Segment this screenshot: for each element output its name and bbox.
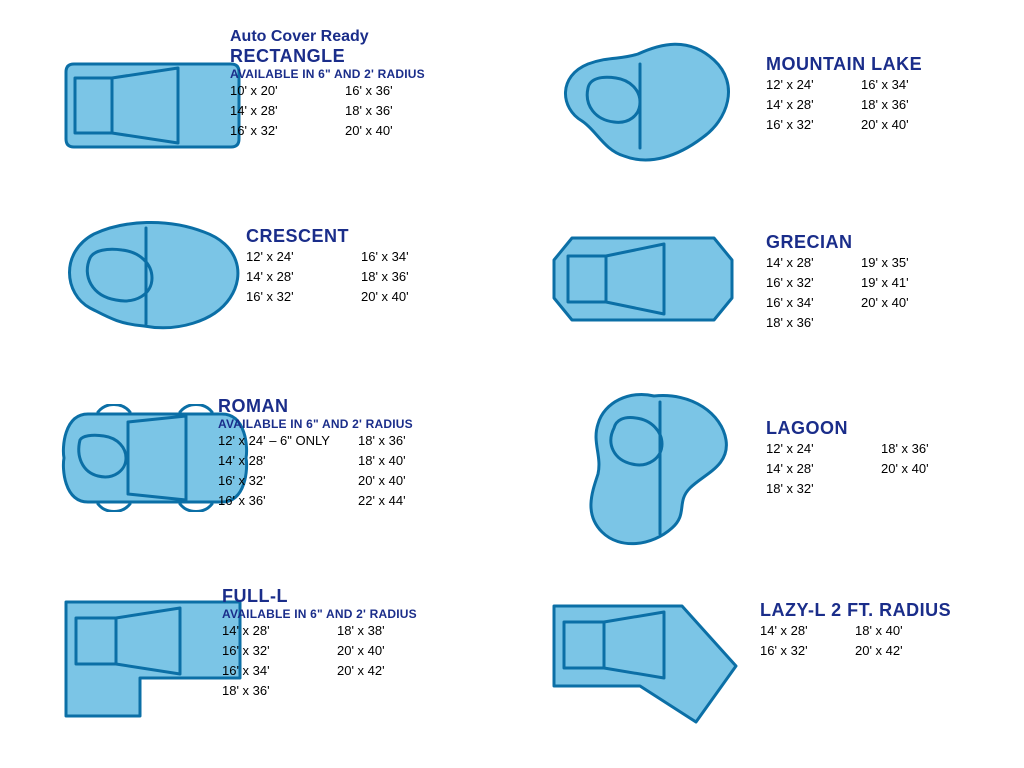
size-value: 16' x 34'	[222, 661, 337, 681]
size-value: 19' x 41'	[861, 273, 961, 293]
pool-shape-grecian	[548, 230, 738, 328]
pool-info-mountain: MOUNTAIN LAKE12' x 24'14' x 28'16' x 32'…	[766, 54, 961, 135]
size-value: 16' x 32'	[230, 121, 345, 141]
size-value: 20' x 42'	[855, 641, 955, 661]
size-value: 16' x 34'	[361, 247, 461, 267]
pretitle: Auto Cover Ready	[230, 28, 445, 46]
size-value: 16' x 32'	[222, 641, 337, 661]
size-value: 14' x 28'	[218, 451, 358, 471]
size-value: 20' x 40'	[358, 471, 458, 491]
pool-title-rectangle: RECTANGLE	[230, 46, 445, 67]
size-value: 18' x 36'	[345, 101, 445, 121]
pool-shapes-infographic: Auto Cover ReadyRECTANGLEAVAILABLE IN 6"…	[0, 0, 1024, 768]
size-value: 18' x 38'	[337, 621, 437, 641]
size-value: 16' x 32'	[766, 273, 861, 293]
size-value: 10' x 20'	[230, 81, 345, 101]
pool-info-rectangle: Auto Cover ReadyRECTANGLEAVAILABLE IN 6"…	[230, 28, 445, 141]
size-value: 14' x 28'	[766, 253, 861, 273]
pool-sizes-lazyl: 14' x 28'16' x 32'18' x 40'20' x 42'	[760, 621, 955, 661]
pool-title-fulll: FULL-L	[222, 586, 437, 607]
size-value: 18' x 40'	[855, 621, 955, 641]
pool-subtitle-rectangle: AVAILABLE IN 6" AND 2' RADIUS	[230, 67, 445, 81]
size-value: 20' x 40'	[881, 459, 981, 479]
pool-shape-lagoon	[562, 384, 742, 554]
size-value: 12' x 24' – 6" ONLY	[218, 431, 358, 451]
size-value: 14' x 28'	[222, 621, 337, 641]
size-value: 20' x 40'	[861, 293, 961, 313]
pool-title-lagoon: LAGOON	[766, 418, 981, 439]
size-value: 22' x 44'	[358, 491, 458, 511]
pool-info-crescent: CRESCENT12' x 24'14' x 28'16' x 32'16' x…	[246, 226, 461, 307]
pool-shape-mountain	[550, 36, 740, 174]
pool-sizes-roman: 12' x 24' – 6" ONLY14' x 28'16' x 32'16'…	[218, 431, 458, 511]
pool-sizes-rectangle: 10' x 20'14' x 28'16' x 32'16' x 36'18' …	[230, 81, 445, 141]
size-value: 16' x 36'	[345, 81, 445, 101]
pool-shape-crescent	[60, 216, 250, 336]
size-value: 16' x 34'	[766, 293, 861, 313]
size-value: 14' x 28'	[766, 459, 881, 479]
pool-sizes-fulll: 14' x 28'16' x 32'16' x 34'18' x 36' 18' …	[222, 621, 437, 701]
size-value: 14' x 28'	[246, 267, 361, 287]
pool-subtitle-fulll: AVAILABLE IN 6" AND 2' RADIUS	[222, 607, 437, 621]
size-value: 20' x 40'	[861, 115, 961, 135]
pool-shape-lazyl	[546, 596, 746, 736]
size-value: 12' x 24'	[766, 439, 881, 459]
size-value: 14' x 28'	[766, 95, 861, 115]
pool-title-mountain: MOUNTAIN LAKE	[766, 54, 961, 75]
pool-shape-rectangle	[60, 58, 245, 153]
size-value: 16' x 34'	[861, 75, 961, 95]
size-value: 18' x 36'	[766, 313, 861, 333]
pool-sizes-mountain: 12' x 24'14' x 28'16' x 32'16' x 34'18' …	[766, 75, 961, 135]
size-value: 20' x 40'	[361, 287, 461, 307]
pool-title-lazyl: LAZY-L 2 FT. RADIUS	[760, 600, 955, 621]
size-value: 18' x 36'	[881, 439, 981, 459]
size-value: 18' x 36'	[358, 431, 458, 451]
pool-info-grecian: GRECIAN14' x 28'16' x 32'16' x 34'18' x …	[766, 232, 961, 333]
size-value: 18' x 36'	[361, 267, 461, 287]
pool-sizes-lagoon: 12' x 24'14' x 28'18' x 32'18' x 36'20' …	[766, 439, 981, 499]
pool-title-crescent: CRESCENT	[246, 226, 461, 247]
size-value: 16' x 36'	[218, 491, 358, 511]
pool-sizes-crescent: 12' x 24'14' x 28'16' x 32'16' x 34'18' …	[246, 247, 461, 307]
pool-info-roman: ROMANAVAILABLE IN 6" AND 2' RADIUS12' x …	[218, 396, 458, 511]
size-value: 20' x 40'	[337, 641, 437, 661]
size-value: 18' x 40'	[358, 451, 458, 471]
size-value: 18' x 32'	[766, 479, 881, 499]
pool-title-grecian: GRECIAN	[766, 232, 961, 253]
size-value: 12' x 24'	[766, 75, 861, 95]
pool-title-roman: ROMAN	[218, 396, 458, 417]
size-value: 14' x 28'	[230, 101, 345, 121]
size-value: 20' x 42'	[337, 661, 437, 681]
pool-info-fulll: FULL-LAVAILABLE IN 6" AND 2' RADIUS14' x…	[222, 586, 437, 701]
size-value: 16' x 32'	[760, 641, 855, 661]
pool-info-lazyl: LAZY-L 2 FT. RADIUS14' x 28'16' x 32'18'…	[760, 600, 955, 661]
pool-subtitle-roman: AVAILABLE IN 6" AND 2' RADIUS	[218, 417, 458, 431]
pool-sizes-grecian: 14' x 28'16' x 32'16' x 34'18' x 36'19' …	[766, 253, 961, 333]
size-value: 19' x 35'	[861, 253, 961, 273]
size-value: 14' x 28'	[760, 621, 855, 641]
size-value: 20' x 40'	[345, 121, 445, 141]
size-value: 16' x 32'	[766, 115, 861, 135]
size-value: 18' x 36'	[861, 95, 961, 115]
pool-info-lagoon: LAGOON12' x 24'14' x 28'18' x 32'18' x 3…	[766, 418, 981, 499]
size-value: 16' x 32'	[246, 287, 361, 307]
size-value: 16' x 32'	[218, 471, 358, 491]
size-value: 18' x 36'	[222, 681, 337, 701]
size-value: 12' x 24'	[246, 247, 361, 267]
